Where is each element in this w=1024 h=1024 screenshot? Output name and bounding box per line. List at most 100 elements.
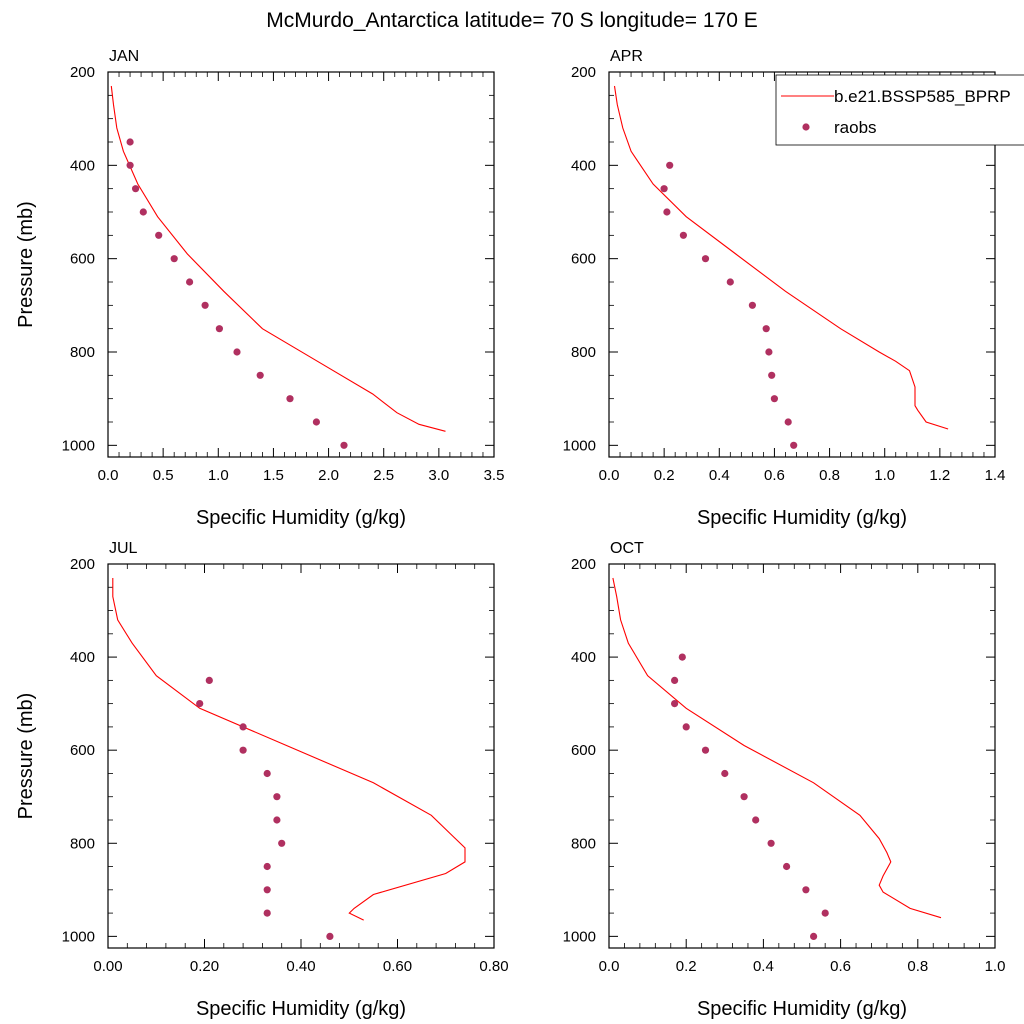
x-tick-label-jul: 0.20	[190, 958, 219, 975]
figure-title: McMurdo_Antarctica latitude= 70 S longit…	[266, 9, 757, 32]
x-axis-label-jul: Specific Humidity (g/kg)	[196, 998, 406, 1020]
obs-point-oct	[701, 746, 710, 754]
obs-point-jul	[278, 839, 286, 847]
obs-point-oct	[783, 862, 791, 871]
plot-frame-jan	[107, 71, 495, 458]
panels-group: JAN 0.0 0.5 1.0 1.5 2.0 2.5 3.0 3.5 200 400 600 800 1…	[15, 48, 1005, 1020]
obs-point-apr	[790, 441, 798, 449]
obs-point-oct	[671, 700, 679, 708]
obs-point-oct	[752, 816, 760, 824]
panel-apr: APR 0.0 0.2 0.4 0.6 0.8 1.0 1.2 1.4 200 400 600 800 1…	[563, 48, 1006, 529]
obs-point-jan	[233, 348, 241, 356]
x-tick-label-jan: 3.5	[484, 467, 505, 484]
y-tick-label-jan: 400	[70, 157, 95, 174]
x-tick-label-jan: 2.0	[318, 467, 339, 484]
obs-point-jan	[312, 418, 320, 426]
obs-point-apr	[666, 161, 674, 169]
obs-point-apr	[701, 255, 710, 263]
panel-title-apr: APR	[610, 48, 643, 65]
obs-point-jul	[263, 909, 271, 917]
obs-point-jul	[196, 700, 204, 708]
x-tick-label-jul: 0.40	[286, 958, 315, 975]
obs-point-jan	[201, 301, 209, 309]
obs-point-apr	[784, 418, 792, 426]
y-tick-label-jan: 600	[70, 251, 95, 268]
plot-area-jul	[112, 578, 466, 941]
obs-point-jul	[273, 816, 281, 824]
panel-jul: JUL 0.00 0.20 0.40 0.60 0.80 200 400 600 800 1000 S…	[15, 540, 509, 1020]
obs-point-oct	[721, 769, 729, 778]
obs-point-oct	[802, 886, 810, 894]
y-tick-label-oct: 400	[571, 649, 596, 666]
y-tick-label-jul: 600	[70, 742, 95, 759]
x-axis-label-apr: Specific Humidity (g/kg)	[697, 507, 907, 529]
x-tick-label-apr: 0.2	[654, 467, 675, 484]
obs-point-apr	[765, 348, 773, 356]
y-axis-label-jan: Pressure (mb)	[15, 201, 37, 328]
obs-point-oct	[821, 909, 829, 917]
obs-point-jan	[286, 395, 294, 403]
y-tick-label-oct: 200	[571, 556, 596, 573]
panel-title-jul: JUL	[109, 540, 138, 557]
x-tick-label-apr: 1.0	[874, 467, 895, 484]
obs-point-jan	[170, 255, 178, 263]
x-tick-label-jul: 0.00	[93, 958, 122, 975]
model-line-jul	[112, 578, 466, 921]
obs-point-jan	[126, 138, 134, 146]
obs-point-apr	[762, 325, 770, 333]
y-tick-label-jul: 400	[70, 649, 95, 666]
obs-point-apr	[663, 208, 671, 216]
legend-obs-marker	[802, 123, 810, 131]
obs-point-jan	[126, 161, 134, 169]
obs-point-jan	[215, 325, 223, 333]
obs-point-jul	[205, 676, 213, 685]
x-tick-label-oct: 0.4	[753, 958, 774, 975]
x-tick-label-jan: 3.0	[428, 467, 449, 484]
plot-area-oct	[612, 577, 942, 941]
x-tick-label-jan: 2.5	[373, 467, 394, 484]
obs-point-jan	[340, 441, 348, 449]
panel-title-jan: JAN	[109, 48, 139, 65]
obs-point-jul	[263, 886, 271, 894]
y-tick-label-oct: 1000	[563, 928, 596, 945]
y-tick-label-apr: 1000	[563, 437, 596, 454]
obs-point-apr	[748, 301, 757, 309]
obs-point-apr	[660, 185, 668, 193]
y-tick-label-apr: 600	[571, 251, 596, 268]
obs-point-oct	[767, 839, 775, 847]
obs-point-oct	[671, 676, 679, 685]
x-tick-label-oct: 0.2	[676, 958, 697, 975]
x-tick-label-apr: 0.0	[599, 467, 620, 484]
model-line-jan	[110, 85, 446, 432]
x-tick-label-jan: 0.0	[98, 467, 119, 484]
y-tick-label-oct: 800	[571, 835, 596, 852]
plot-area-apr	[613, 85, 949, 449]
obs-point-jan	[139, 208, 147, 216]
plot-frame-oct	[608, 563, 996, 949]
y-tick-label-jan: 1000	[62, 437, 95, 454]
x-tick-label-apr: 1.2	[929, 467, 950, 484]
obs-point-jan	[256, 371, 264, 379]
obs-point-apr	[726, 278, 734, 286]
obs-point-jul	[263, 862, 271, 871]
obs-point-apr	[679, 231, 688, 239]
x-tick-label-jan: 0.5	[153, 467, 174, 484]
obs-point-jul	[273, 793, 281, 801]
obs-point-oct	[810, 932, 818, 941]
panel-jan: JAN 0.0 0.5 1.0 1.5 2.0 2.5 3.0 3.5 200 400 600 800 1…	[15, 48, 504, 529]
x-tick-label-apr: 0.8	[819, 467, 840, 484]
x-tick-label-jul: 0.60	[383, 958, 412, 975]
y-tick-label-oct: 600	[571, 742, 596, 759]
obs-point-jul	[239, 746, 247, 754]
x-tick-label-oct: 0.8	[907, 958, 928, 975]
x-axis-label-jan: Specific Humidity (g/kg)	[196, 507, 406, 529]
x-tick-label-jul: 0.80	[479, 958, 508, 975]
obs-point-oct	[682, 723, 690, 731]
obs-point-jul	[263, 769, 271, 778]
y-tick-label-jan: 800	[70, 344, 95, 361]
y-tick-label-apr: 200	[571, 64, 596, 81]
x-tick-label-apr: 0.6	[764, 467, 785, 484]
obs-point-jan	[155, 231, 163, 239]
